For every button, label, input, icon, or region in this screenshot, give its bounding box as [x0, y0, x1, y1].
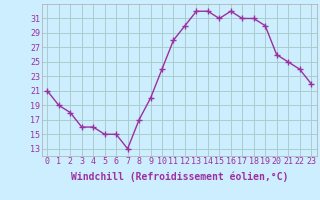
X-axis label: Windchill (Refroidissement éolien,°C): Windchill (Refroidissement éolien,°C)	[70, 172, 288, 182]
